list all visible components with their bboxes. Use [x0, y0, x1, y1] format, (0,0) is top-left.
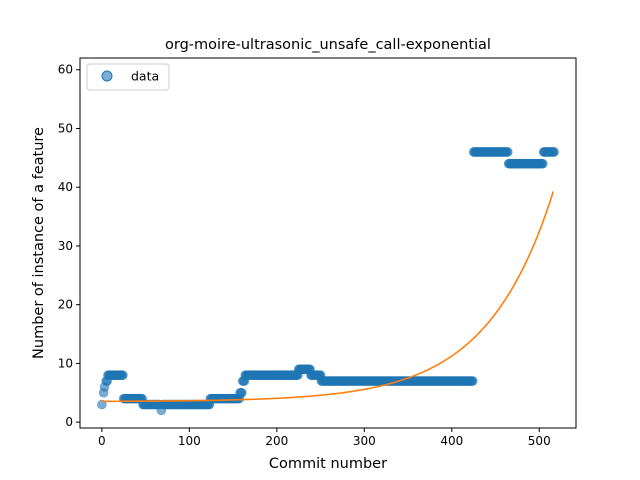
x-tick-label: 100 — [178, 434, 201, 448]
data-point — [467, 376, 478, 386]
y-tick-label: 50 — [58, 121, 73, 135]
x-tick-label: 300 — [353, 434, 376, 448]
y-tick-label: 20 — [58, 298, 73, 312]
y-tick-label: 30 — [58, 239, 73, 253]
data-point — [537, 158, 548, 169]
plot-frame — [79, 57, 577, 429]
data-point — [237, 387, 247, 398]
y-tick-label: 10 — [58, 356, 73, 370]
data-point — [118, 370, 128, 380]
data-point — [502, 147, 513, 157]
y-tick-label: 40 — [58, 180, 73, 194]
y-axis-ticks: 0 10 20 30 40 50 60 — [58, 63, 80, 429]
legend-marker-data — [101, 70, 113, 82]
x-tick-label: 400 — [440, 434, 463, 448]
x-axis-ticks: 0 100 200 300 400 500 — [98, 428, 551, 448]
legend-label-data: data — [131, 69, 159, 84]
chart-title: org-moire-ultrasonic_unsafe_call-exponen… — [165, 37, 491, 53]
x-tick-label: 200 — [265, 434, 288, 448]
x-tick-label: 500 — [528, 434, 551, 448]
data-point — [549, 147, 559, 157]
y-tick-label: 0 — [65, 415, 73, 429]
fit-line-layer — [101, 191, 555, 403]
data-point — [97, 399, 107, 410]
y-tick-label: 60 — [58, 63, 73, 77]
y-axis-label: Number of instance of a feature — [31, 127, 47, 359]
x-axis-label: Commit number — [269, 456, 387, 472]
fit-line — [101, 191, 555, 403]
plot-data-layer — [97, 147, 559, 416]
legend: data — [86, 63, 170, 91]
x-tick-label: 0 — [98, 434, 106, 448]
legend-box — [86, 63, 170, 91]
